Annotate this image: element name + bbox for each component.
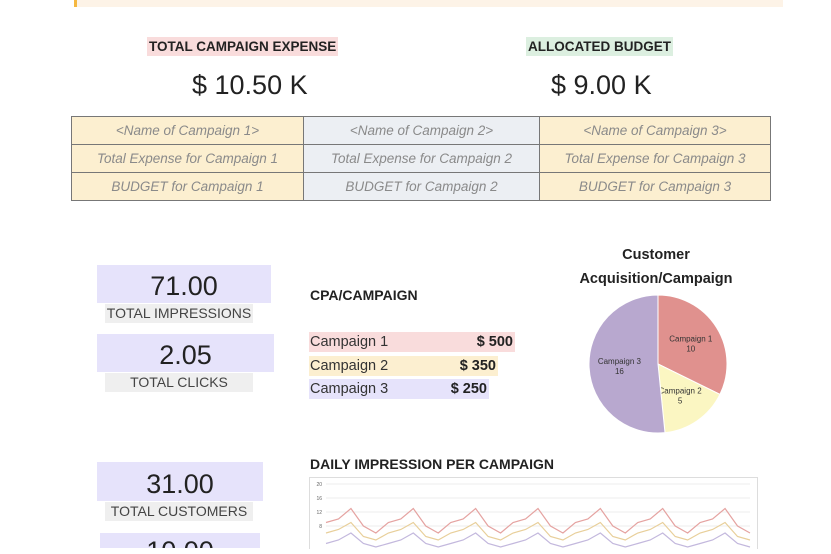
- top-accent-bar: [74, 0, 783, 7]
- cpa-row-campaign-1: Campaign 1 $ 500: [309, 332, 515, 352]
- total-impressions-value: 71.00: [97, 265, 271, 303]
- allocated-budget-value: $ 9.00 K: [551, 70, 652, 100]
- partial-stat-value: 10.00: [100, 533, 260, 548]
- daily-impression-chart: 20 16 12 8: [309, 477, 758, 549]
- cpa-title: CPA/CAMPAIGN: [310, 287, 418, 303]
- customer-acquisition-pie-chart: Campaign 1 10 Campaign 2 5 Campaign 3 16: [587, 293, 729, 435]
- pie-slice-value: 5: [678, 397, 683, 406]
- pie-chart-title: Customer Acquisition/Campaign: [579, 247, 733, 287]
- cpa-row-name: Campaign 2: [310, 358, 389, 374]
- table-cell[interactable]: <Name of Campaign 3>: [539, 116, 771, 145]
- daily-chart-title: DAILY IMPRESSION PER CAMPAIGN: [310, 456, 555, 472]
- table-cell[interactable]: <Name of Campaign 2>: [303, 116, 540, 145]
- pie-slice-2[interactable]: [657, 363, 721, 434]
- total-customers-label: TOTAL CUSTOMERS: [105, 502, 253, 521]
- series-line-2: [325, 521, 751, 541]
- cpa-row-campaign-3: Campaign 3 $ 250: [309, 379, 489, 399]
- table-row: <Name of Campaign 1> <Name of Campaign 2…: [71, 116, 771, 145]
- table-row: BUDGET for Campaign 1 BUDGET for Campaig…: [71, 172, 771, 201]
- table-cell[interactable]: Total Expense for Campaign 3: [539, 144, 771, 173]
- table-cell[interactable]: Total Expense for Campaign 1: [71, 144, 304, 173]
- pie-slice-3[interactable]: [588, 294, 666, 434]
- total-customers-value: 31.00: [97, 462, 263, 501]
- pie-slice-label: Campaign 2: [659, 387, 703, 396]
- series-line-1: [325, 507, 751, 534]
- pie-slice-1[interactable]: [657, 294, 728, 396]
- cpa-row-value: $ 500: [476, 334, 513, 350]
- cpa-row-campaign-2: Campaign 2 $ 350: [309, 356, 498, 376]
- pie-slice-value: 10: [686, 345, 695, 354]
- cpa-row-value: $ 250: [450, 381, 487, 397]
- total-clicks-label: TOTAL CLICKS: [105, 373, 253, 392]
- table-cell[interactable]: BUDGET for Campaign 3: [539, 172, 771, 201]
- y-tick-label: 8: [319, 524, 322, 530]
- series-line-3: [325, 532, 751, 548]
- table-row: Total Expense for Campaign 1 Total Expen…: [71, 144, 771, 173]
- table-cell[interactable]: <Name of Campaign 1>: [71, 116, 304, 145]
- pie-slice-label: Campaign 1: [669, 335, 713, 344]
- y-tick-label: 16: [316, 496, 322, 502]
- allocated-budget-label: ALLOCATED BUDGET: [526, 37, 673, 56]
- total-clicks-value: 2.05: [97, 334, 274, 372]
- campaign-table: <Name of Campaign 1> <Name of Campaign 2…: [71, 116, 771, 201]
- table-cell[interactable]: Total Expense for Campaign 2: [303, 144, 540, 173]
- total-impressions-label: TOTAL IMPRESSIONS: [105, 304, 253, 323]
- table-cell[interactable]: BUDGET for Campaign 1: [71, 172, 304, 201]
- total-expense-label: TOTAL CAMPAIGN EXPENSE: [147, 37, 339, 56]
- y-tick-label: 20: [316, 482, 322, 488]
- table-cell[interactable]: BUDGET for Campaign 2: [303, 172, 540, 201]
- pie-slice-label: Campaign 3: [598, 357, 642, 366]
- cpa-row-name: Campaign 3: [310, 381, 389, 397]
- y-tick-label: 12: [316, 510, 322, 516]
- cpa-row-value: $ 350: [459, 358, 496, 374]
- pie-slice-value: 16: [615, 367, 624, 376]
- total-expense-value: $ 10.50 K: [192, 70, 308, 100]
- cpa-row-name: Campaign 1: [310, 334, 389, 350]
